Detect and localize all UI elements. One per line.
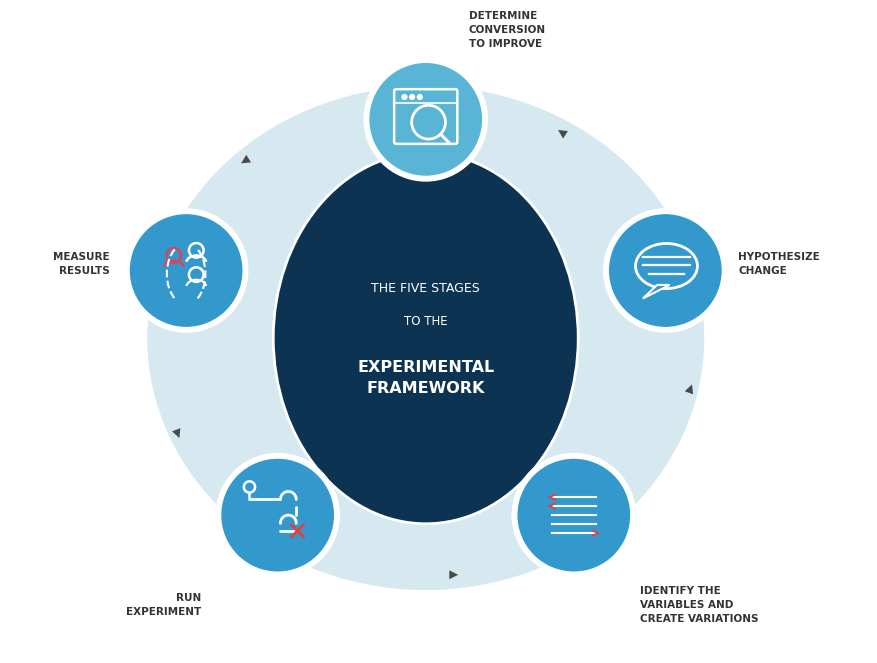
Circle shape [215,453,339,577]
Circle shape [221,459,333,572]
Circle shape [417,94,423,100]
Circle shape [369,63,481,176]
Circle shape [602,208,727,333]
Circle shape [401,94,407,100]
Circle shape [363,57,488,182]
Text: RUN
EXPERIMENT: RUN EXPERIMENT [126,593,201,617]
Text: HYPOTHESIZE
CHANGE: HYPOTHESIZE CHANGE [738,252,819,276]
Circle shape [517,459,630,572]
Circle shape [609,214,721,327]
Ellipse shape [147,86,703,590]
Text: IDENTIFY THE
VARIABLES AND
CREATE VARIATIONS: IDENTIFY THE VARIABLES AND CREATE VARIAT… [639,585,758,624]
Text: MEASURE
RESULTS: MEASURE RESULTS [53,252,110,276]
Text: DETERMINE
CONVERSION
TO IMPROVE: DETERMINE CONVERSION TO IMPROVE [468,11,545,49]
Circle shape [409,94,415,100]
Text: TO THE: TO THE [403,315,447,328]
Text: EXPERIMENTAL
FRAMEWORK: EXPERIMENTAL FRAMEWORK [357,360,494,396]
Circle shape [124,208,248,333]
Circle shape [511,453,636,577]
Text: THE FIVE STAGES: THE FIVE STAGES [371,282,480,295]
Circle shape [130,214,242,327]
Polygon shape [642,285,669,298]
Ellipse shape [273,152,578,524]
